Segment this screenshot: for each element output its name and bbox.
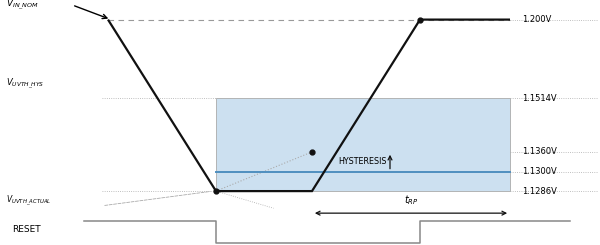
Text: 1.1286V: 1.1286V [522,187,557,196]
Bar [216,98,510,191]
Text: $V_{UVTH\_ACTUAL}$: $V_{UVTH\_ACTUAL}$ [6,194,52,208]
Text: HYSTERESIS: HYSTERESIS [338,157,387,166]
Text: 1.1514V: 1.1514V [522,94,557,102]
Text: $V_{UVTH\_HYS}$: $V_{UVTH\_HYS}$ [6,76,44,91]
Text: 1.1300V: 1.1300V [522,167,557,176]
Text: $V_{IN\_NOM}$: $V_{IN\_NOM}$ [6,0,39,12]
Text: 1.1360V: 1.1360V [522,147,557,156]
Text: 1.200V: 1.200V [522,15,551,24]
Text: $t_{RP}$: $t_{RP}$ [404,193,418,207]
Text: RESET: RESET [12,225,41,233]
